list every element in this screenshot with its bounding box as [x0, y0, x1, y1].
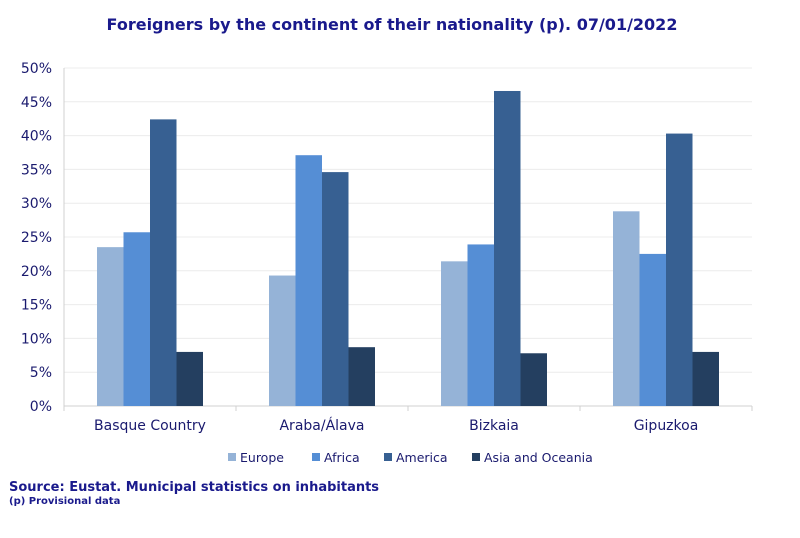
y-tick-labels: 0% 5% 10% 15% 20% 25% 30% 35% 40% 45% 50%	[21, 61, 52, 415]
bar-asia-and-oceania-3	[692, 351, 719, 406]
y-tick-label: 40%	[21, 129, 52, 145]
bar-europe-3	[613, 211, 640, 406]
bar-america-1	[322, 172, 349, 406]
y-tick-label: 5%	[30, 365, 52, 381]
y-tick-label: 30%	[21, 196, 52, 212]
x-category-label: Gipuzkoa	[634, 418, 699, 434]
y-tick-label: 15%	[21, 298, 52, 314]
bar-asia-and-oceania-2	[520, 353, 547, 406]
legend-label: Africa	[324, 450, 360, 465]
legend-swatch	[312, 453, 320, 461]
y-tick-label: 0%	[30, 399, 52, 415]
bar-africa-0	[123, 232, 150, 406]
y-tick-label: 45%	[21, 95, 52, 111]
bar-america-3	[666, 133, 693, 406]
legend-label: Asia and Oceania	[484, 450, 593, 465]
bar-europe-0	[97, 247, 124, 406]
chart-title: Foreigners by the continent of their nat…	[107, 15, 678, 34]
bar-europe-2	[441, 261, 468, 406]
legend-swatch	[228, 453, 236, 461]
provisional-note: (p) Provisional data	[9, 496, 121, 507]
gridlines	[64, 67, 752, 373]
bar-africa-2	[467, 244, 494, 406]
legend-label: Europe	[240, 450, 284, 465]
x-category-labels: Basque Country Araba/Álava Bizkaia Gipuzkoa	[94, 417, 698, 434]
bar-asia-and-oceania-0	[176, 351, 203, 406]
y-tick-label: 50%	[21, 61, 52, 77]
bar-africa-3	[639, 253, 666, 406]
bar-africa-1	[295, 155, 322, 406]
bars	[97, 90, 719, 406]
legend-swatch	[384, 453, 392, 461]
y-tick-label: 10%	[21, 331, 52, 347]
bar-europe-1	[269, 275, 296, 406]
x-category-label: Basque Country	[94, 418, 206, 434]
legend-label: America	[396, 450, 448, 465]
bar-america-0	[150, 119, 177, 406]
legend-swatch	[472, 453, 480, 461]
x-category-label: Araba/Álava	[279, 417, 364, 434]
bar-america-2	[494, 90, 521, 406]
bar-asia-and-oceania-1	[348, 347, 375, 406]
legend: Europe Africa America Asia and Oceania	[228, 450, 593, 465]
x-category-label: Bizkaia	[469, 418, 519, 434]
y-tick-label: 25%	[21, 230, 52, 246]
source-note: Source: Eustat. Municipal statistics on …	[9, 480, 380, 495]
y-tick-label: 20%	[21, 264, 52, 280]
y-tick-label: 35%	[21, 162, 52, 178]
